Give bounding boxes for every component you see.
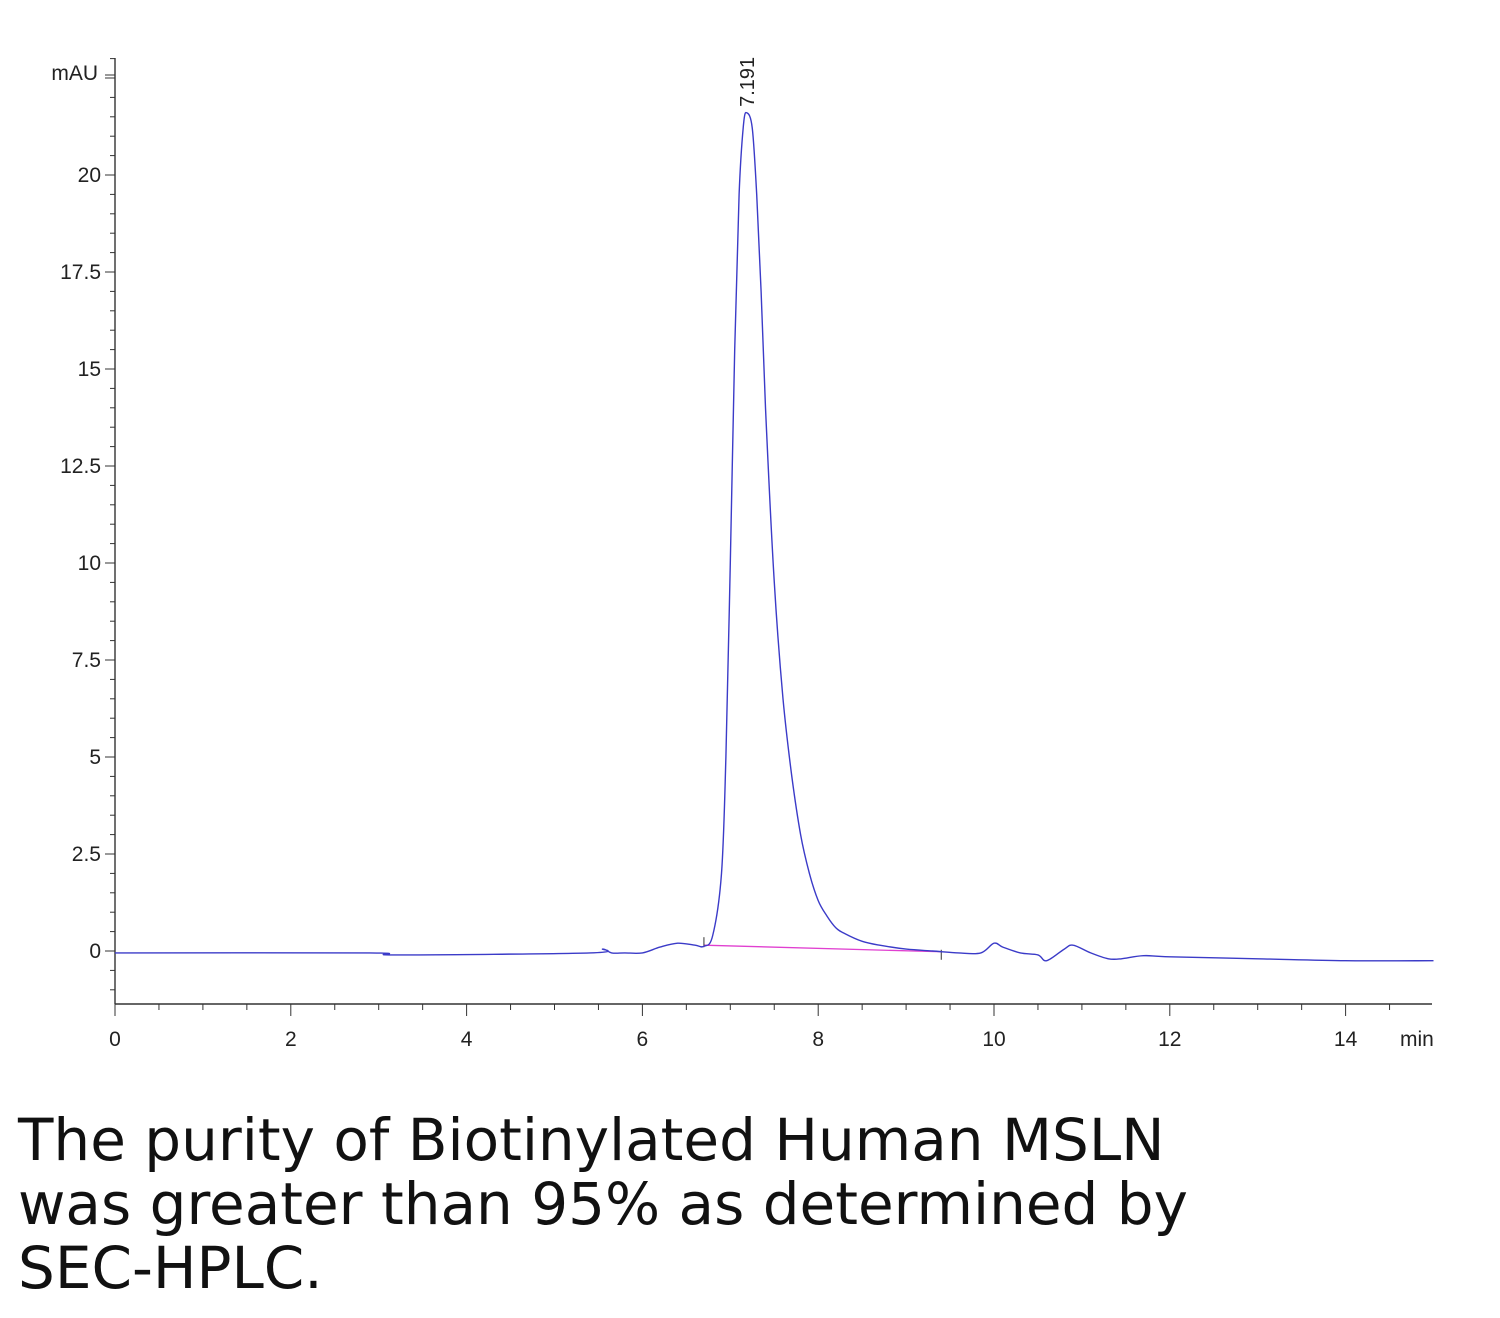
x-tick-label: 4 [461,1028,473,1051]
y-tick-label: 2.5 [72,843,101,866]
figure-caption: The purity of Biotinylated Human MSLN wa… [18,1106,1188,1302]
y-tick-label: 5 [89,746,101,769]
y-tick-label: 15 [78,358,101,381]
chromatogram-chart: 0 2.5 5 7.5 10 12.5 15 17.5 20 0 2 4 6 8 10 12 14 mAU mi… [51,57,1434,1051]
chart-plot-area: 7.191 [114,57,1434,962]
y-tick-label: 17.5 [60,261,101,284]
chart-ticks [105,58,1391,1016]
x-tick-label: 14 [1334,1028,1358,1051]
x-tick-label: 10 [982,1028,1005,1051]
y-tick-label: 7.5 [72,649,101,672]
chromatogram-trace [114,111,1434,962]
y-axis-label: mAU [51,62,98,85]
x-tick-label: 0 [109,1028,121,1051]
chart-axes [114,58,1432,1005]
peak-label: 7.191 [737,57,759,107]
y-tick-label: 20 [78,164,101,187]
y-tick-label: 12.5 [60,455,101,478]
x-tick-label: 8 [812,1028,824,1051]
x-axis-label: min [1400,1028,1434,1051]
x-tick-label: 6 [637,1028,649,1051]
y-tick-label: 10 [78,552,101,575]
chart-tick-labels: 0 2.5 5 7.5 10 12.5 15 17.5 20 0 2 4 6 8 10 12 14 [60,164,1357,1051]
x-tick-label: 12 [1158,1028,1181,1051]
integration-baseline [703,944,942,953]
x-tick-label: 2 [285,1028,297,1051]
y-tick-label: 0 [89,940,101,963]
